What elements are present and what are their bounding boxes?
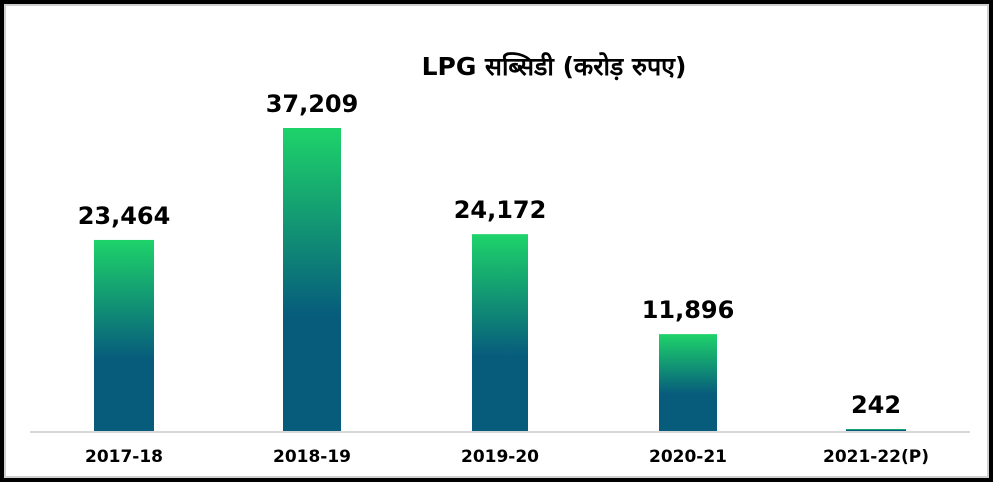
bar-2021-22(P) xyxy=(846,429,906,431)
bar-series xyxy=(94,128,906,431)
bar-2017-18 xyxy=(94,239,154,431)
x-axis-tick-labels: 2017-18 2018-19 2019-20 2020-21 2021-22(P) xyxy=(85,447,929,467)
bar-2018-19 xyxy=(283,128,341,431)
data-label-2018-19: 37,209 xyxy=(266,90,359,118)
bar-2019-20 xyxy=(472,234,528,431)
bar-2020-21 xyxy=(659,334,717,431)
chart-title: LPG सब्सिडी (करोड़ रुपए) xyxy=(422,52,687,81)
x-tick-2020-21: 2020-21 xyxy=(649,447,727,467)
data-label-2017-18: 23,464 xyxy=(78,202,171,230)
x-tick-2018-19: 2018-19 xyxy=(273,447,351,467)
data-label-2020-21: 11,896 xyxy=(642,296,735,324)
data-label-2021-22(P): 242 xyxy=(851,391,901,419)
data-labels: 23,464 37,209 24,172 11,896 242 xyxy=(78,90,901,419)
data-label-2019-20: 24,172 xyxy=(454,196,547,224)
x-tick-2017-18: 2017-18 xyxy=(85,447,163,467)
bar-chart: LPG सब्सिडी (करोड़ रुपए) 23,464 37,209 24,… xyxy=(30,52,970,467)
x-tick-2021-22(P): 2021-22(P) xyxy=(823,447,929,467)
x-tick-2019-20: 2019-20 xyxy=(461,447,539,467)
